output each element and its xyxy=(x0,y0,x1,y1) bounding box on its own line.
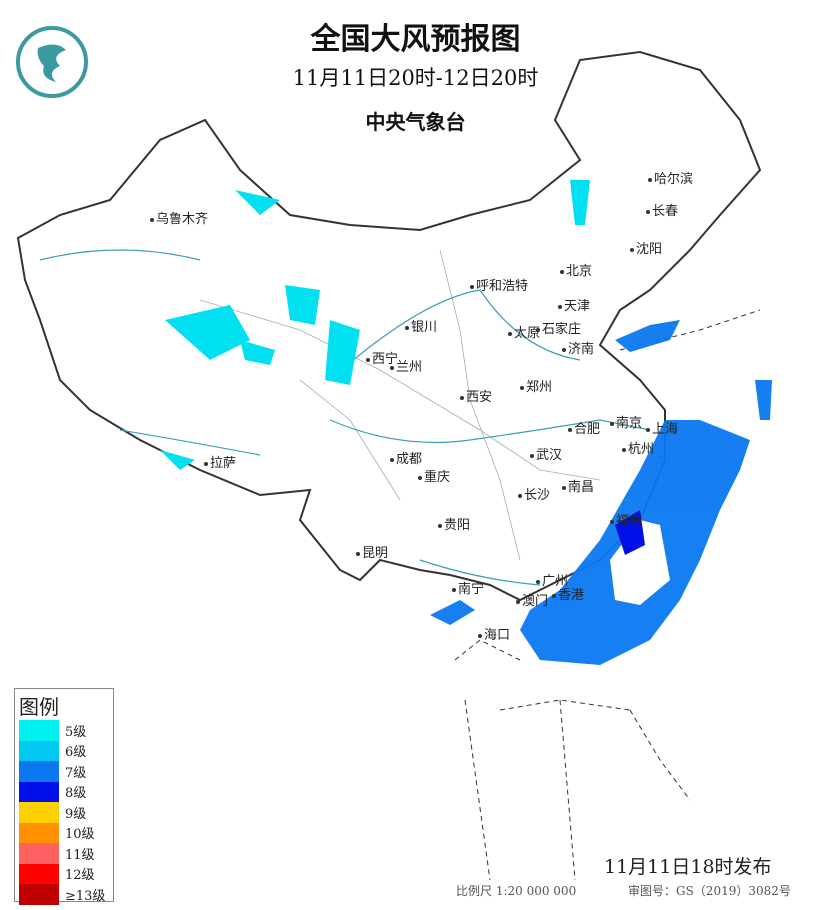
city-label: 呼和浩特 xyxy=(470,275,528,294)
legend-item: 7级 xyxy=(15,761,113,782)
city-label: 石家庄 xyxy=(536,318,581,337)
city-label: 天津 xyxy=(558,295,590,314)
city-label: 北京 xyxy=(560,260,592,279)
city-label: 南京 xyxy=(610,412,642,431)
city-label: 澳门 xyxy=(516,590,548,609)
legend-swatch xyxy=(19,884,59,905)
legend-label: 10级 xyxy=(65,827,95,843)
city-label: 西宁 xyxy=(366,348,398,367)
map-scale: 比例尺 1:20 000 000 xyxy=(456,884,577,898)
city-label: 海口 xyxy=(478,624,510,643)
city-label: 广州 xyxy=(536,570,568,589)
wind-area-level7 xyxy=(430,320,772,665)
map-review-number: 审图号：GS（2019）3082号 xyxy=(628,884,791,898)
legend-swatch xyxy=(19,781,59,802)
city-label: 西安 xyxy=(460,386,492,405)
legend-item: 11级 xyxy=(15,843,113,864)
city-label: 重庆 xyxy=(418,466,450,485)
legend-label: ≥13级 xyxy=(65,888,106,904)
legend-label: 5级 xyxy=(65,724,87,740)
city-label: 昆明 xyxy=(356,542,388,561)
legend-label: 12级 xyxy=(65,868,95,884)
cma-logo-icon xyxy=(16,26,88,98)
legend-swatch xyxy=(19,843,59,864)
legend-item: 10级 xyxy=(15,822,113,843)
city-label: 拉萨 xyxy=(204,452,236,471)
rivers xyxy=(39,249,651,586)
city-label: 沈阳 xyxy=(630,238,662,257)
legend-item: 8级 xyxy=(15,781,113,802)
agency-name: 中央气象台 xyxy=(365,110,466,134)
legend-swatch xyxy=(19,822,59,843)
city-label: 上海 xyxy=(646,418,678,437)
city-label: 银川 xyxy=(405,316,437,335)
city-label: 济南 xyxy=(562,338,594,357)
city-label: 南昌 xyxy=(562,476,594,495)
wind-area-level8 xyxy=(615,510,645,555)
legend-label: 6级 xyxy=(65,745,87,761)
city-label: 长春 xyxy=(646,200,678,219)
legend-swatch xyxy=(19,740,59,761)
forecast-period: 11月11日20时-12日20时 xyxy=(292,66,539,90)
city-label: 杭州 xyxy=(622,438,654,457)
city-label: 乌鲁木齐 xyxy=(150,208,208,227)
map-title: 全国大风预报图 xyxy=(310,22,521,57)
city-label: 福州 xyxy=(610,510,642,529)
legend-swatch xyxy=(19,720,59,741)
city-label: 兰州 xyxy=(390,356,422,375)
city-label: 南宁 xyxy=(452,578,484,597)
legend-title: 图例 xyxy=(19,695,59,719)
legend-item: 12级 xyxy=(15,863,113,884)
legend-item: 5级 xyxy=(15,720,113,741)
city-label: 长沙 xyxy=(518,484,550,503)
city-label: 香港 xyxy=(552,584,584,603)
legend-item: 6级 xyxy=(15,740,113,761)
city-label: 武汉 xyxy=(530,444,562,463)
china-border xyxy=(16,50,762,602)
legend-label: 11级 xyxy=(65,847,95,863)
legend-label: 8级 xyxy=(65,786,87,802)
legend-swatch xyxy=(19,863,59,884)
legend-item: ≥13级 xyxy=(15,884,113,905)
city-label: 贵阳 xyxy=(438,514,470,533)
city-label: 合肥 xyxy=(568,418,600,437)
city-label: 成都 xyxy=(390,448,422,467)
legend: 图例 5级 6级 7级 8级 9级 10级 11级 12级 ≥13级 xyxy=(14,688,114,905)
legend-label: 9级 xyxy=(65,806,87,822)
legend-item: 9级 xyxy=(15,802,113,823)
city-label: 哈尔滨 xyxy=(648,168,693,187)
legend-label: 7级 xyxy=(65,765,87,781)
legend-swatch xyxy=(19,802,59,823)
city-label: 太原 xyxy=(508,322,540,341)
issue-time: 11月11日18时发布 xyxy=(604,856,772,878)
wind-area-level5 xyxy=(160,180,590,470)
province-borders xyxy=(199,249,601,561)
city-label: 郑州 xyxy=(520,376,552,395)
legend-swatch xyxy=(19,761,59,782)
